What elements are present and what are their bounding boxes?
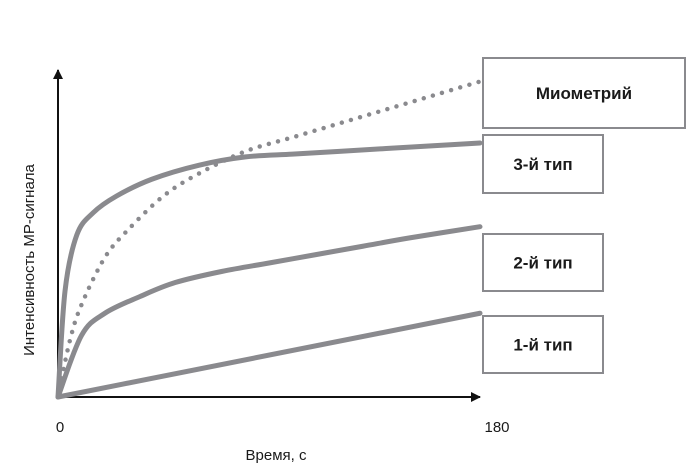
series-label-frame xyxy=(482,57,686,129)
series-label-box-4: 1-й тип xyxy=(482,315,604,374)
series-layer xyxy=(55,79,483,400)
axes xyxy=(53,69,481,402)
y-axis-title: Интенсивность МР-сигнала xyxy=(21,163,38,355)
series-label-box-2: 3-й тип xyxy=(482,134,604,194)
x-tick-label-0: 0 xyxy=(56,419,64,436)
series-label-3-й-тип: 3-й тип xyxy=(513,155,572,174)
series-label-2-й-тип: 2-й тип xyxy=(513,254,572,273)
series-label-frame xyxy=(482,315,604,374)
series-line-3 xyxy=(55,224,483,400)
series-label-frame xyxy=(482,233,604,292)
series-line-1 xyxy=(55,79,483,400)
x-axis-title: Время, с xyxy=(246,447,307,464)
series-labels: Миометрий 3-й тип 2-й тип 1-й тип xyxy=(482,57,686,374)
series-label-box-1: Миометрий xyxy=(482,57,686,129)
series-line-2 xyxy=(55,140,483,400)
series-label-frame xyxy=(482,134,604,194)
series-label-миометрий: Миометрий xyxy=(536,84,632,103)
x-tick-label-1: 180 xyxy=(484,419,509,436)
series-line-4 xyxy=(55,310,483,400)
series-label-1-й-тип: 1-й тип xyxy=(513,336,572,355)
series-label-box-3: 2-й тип xyxy=(482,233,604,292)
